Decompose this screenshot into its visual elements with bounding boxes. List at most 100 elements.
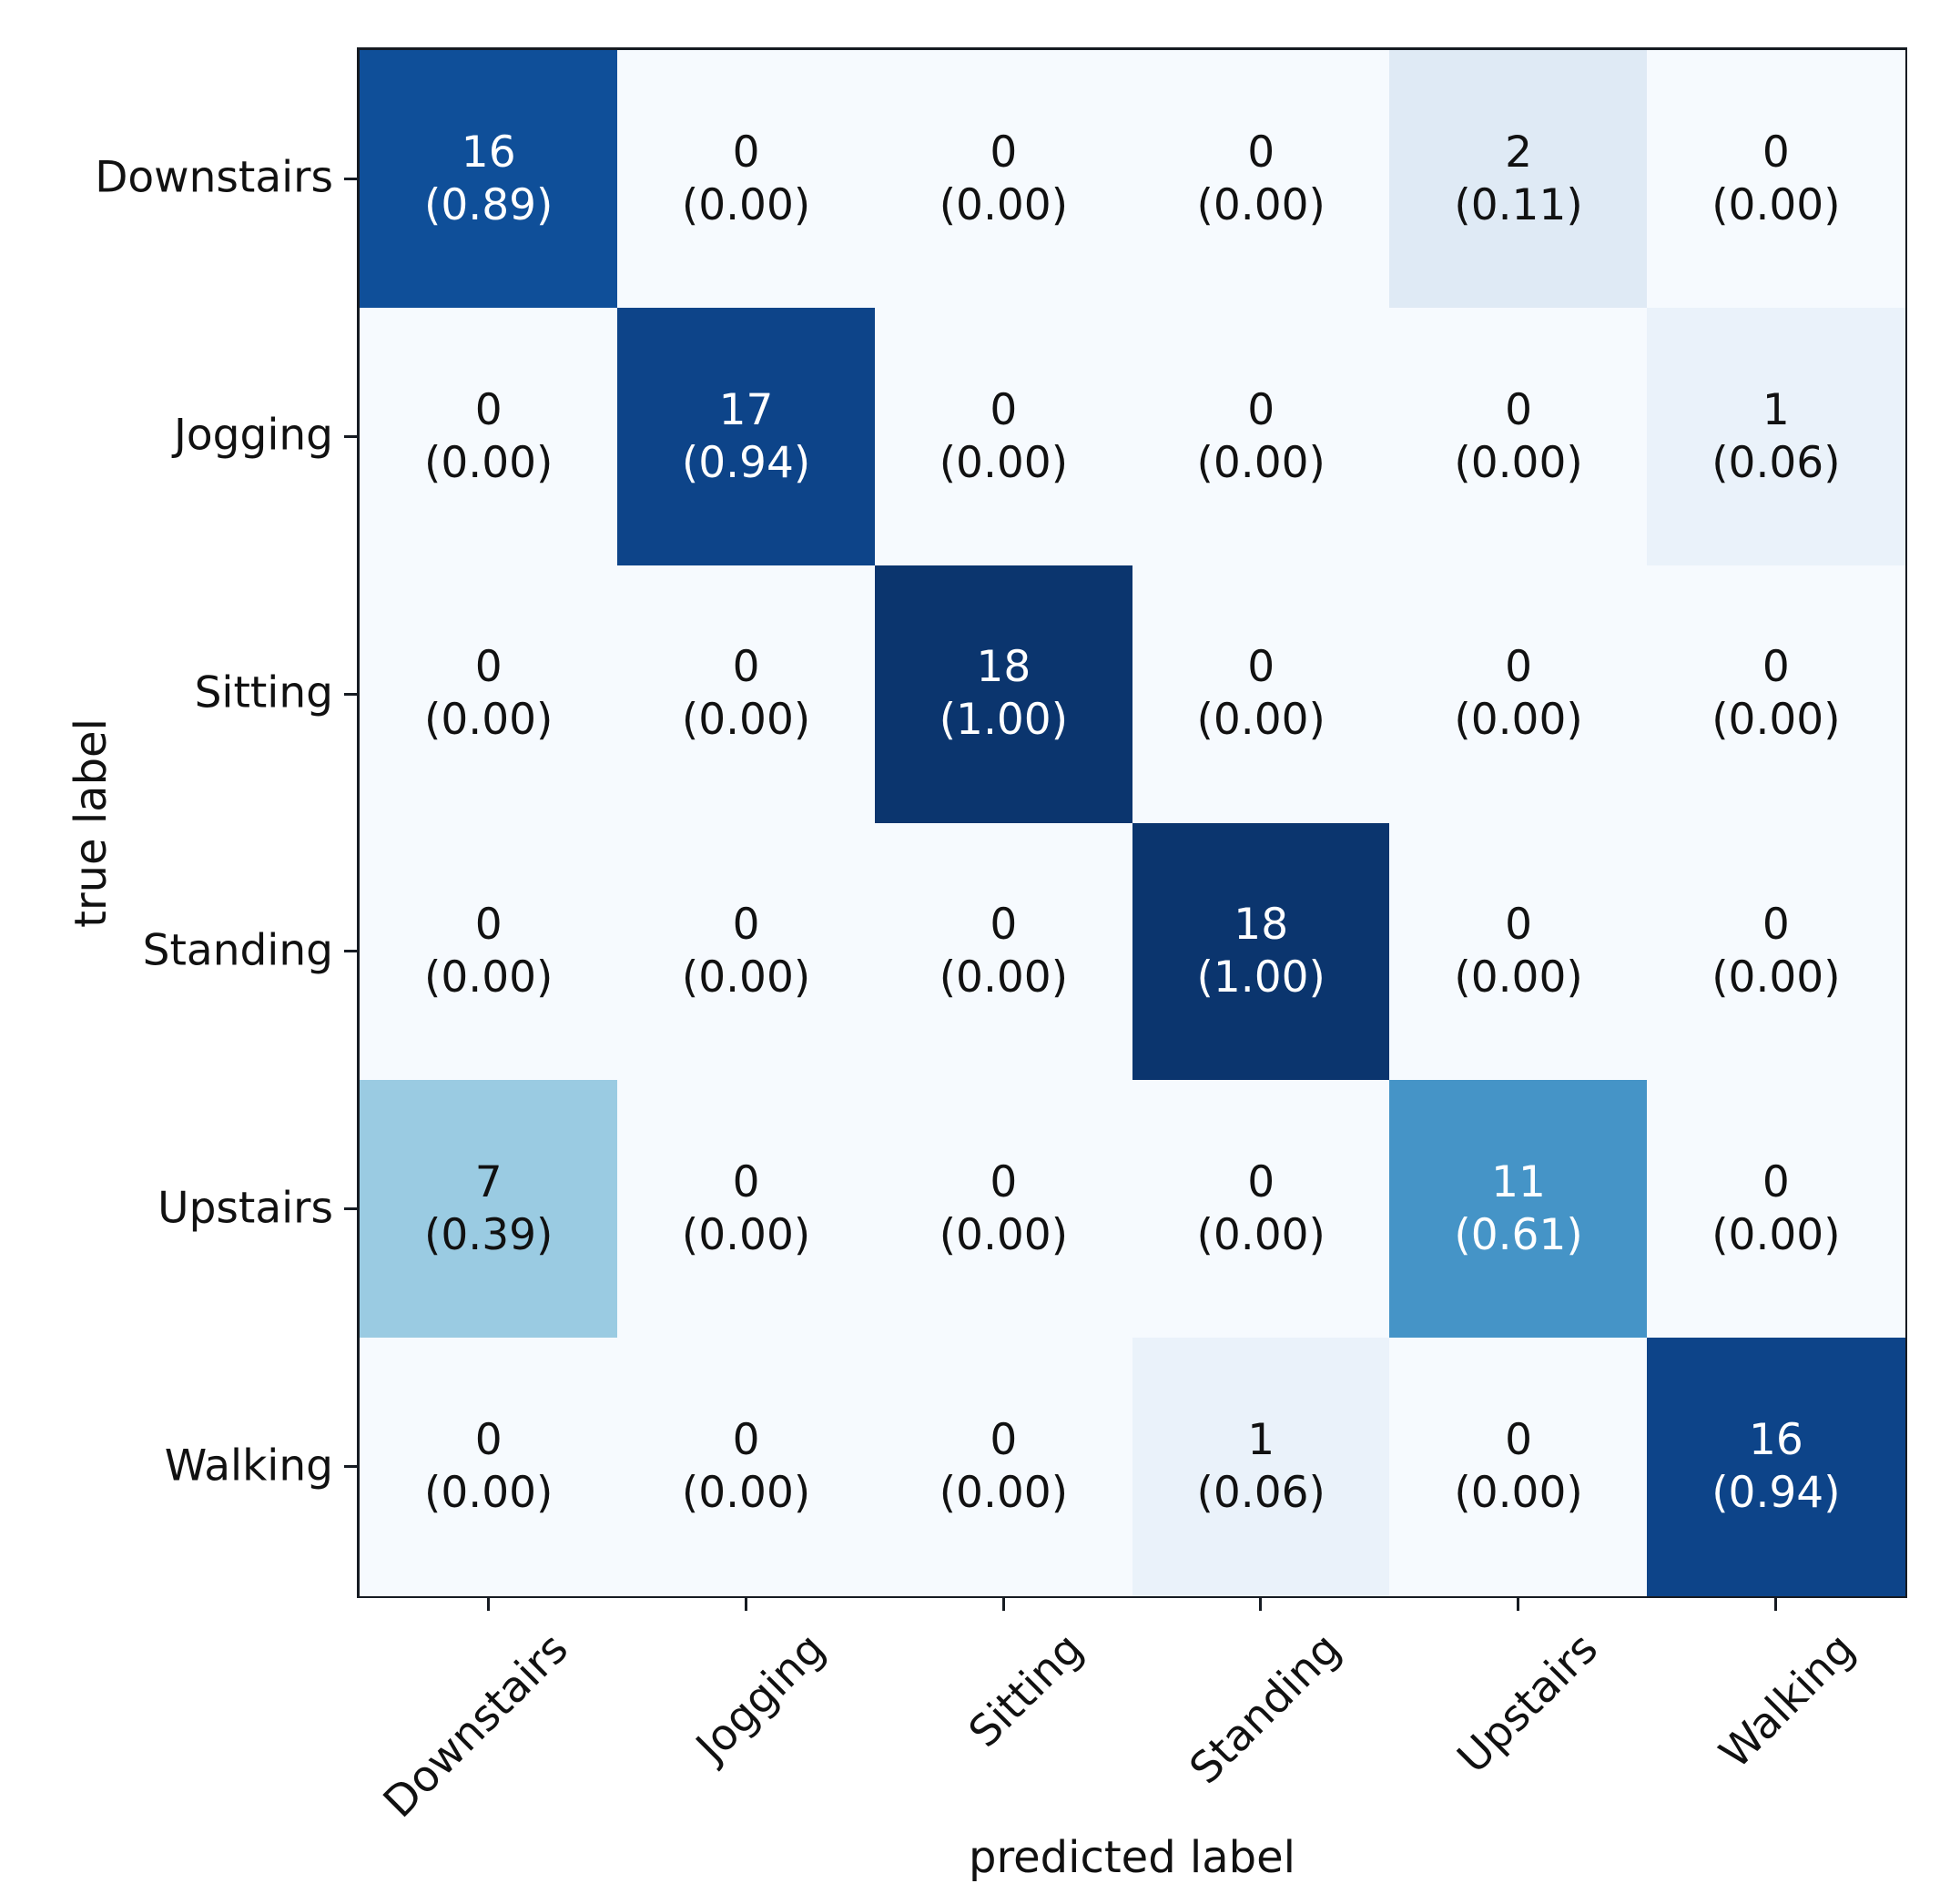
cell-count: 16	[1748, 1414, 1803, 1465]
cell-upstairs-walking: 0 (0.00)	[1647, 1080, 1905, 1339]
y-tick-label-sitting: Sitting	[194, 667, 333, 718]
cell-walking-jogging: 0 (0.00)	[616, 1338, 876, 1596]
cell-proportion: (0.00)	[1196, 179, 1325, 230]
cell-upstairs-downstairs: 7 (0.39)	[360, 1080, 618, 1339]
cell-proportion: (0.00)	[1454, 1467, 1583, 1518]
x-tick-mark	[1517, 1598, 1520, 1611]
y-tick-mark	[344, 177, 357, 180]
cell-count: 0	[474, 642, 503, 693]
cell-proportion: (1.00)	[939, 695, 1069, 746]
cell-count: 7	[474, 1157, 503, 1208]
cell-proportion: (0.89)	[424, 179, 554, 230]
cell-proportion: (0.00)	[1196, 695, 1325, 746]
cell-proportion: (1.00)	[1196, 952, 1325, 1003]
cell-sitting-downstairs: 0 (0.00)	[360, 565, 618, 824]
cell-proportion: (0.94)	[1711, 1467, 1841, 1518]
cell-proportion: (0.00)	[939, 179, 1069, 230]
cell-count: 1	[1247, 1414, 1275, 1465]
x-axis-title: predicted label	[968, 1832, 1296, 1883]
cell-walking-downstairs: 0 (0.00)	[360, 1338, 618, 1596]
cell-downstairs-downstairs: 16 (0.89)	[360, 50, 618, 309]
cell-count: 0	[474, 900, 503, 951]
cell-proportion: (0.00)	[681, 179, 811, 230]
cell-count: 0	[990, 1157, 1018, 1208]
cell-proportion: (0.00)	[939, 1210, 1069, 1261]
cell-proportion: (0.00)	[681, 952, 811, 1003]
cell-proportion: (0.00)	[939, 952, 1069, 1003]
cell-count: 0	[732, 900, 760, 951]
cell-count: 0	[990, 1414, 1018, 1465]
cell-count: 0	[1247, 127, 1275, 178]
y-tick-mark	[344, 950, 357, 953]
cell-proportion: (0.00)	[681, 695, 811, 746]
x-tick-mark	[744, 1598, 747, 1611]
cell-jogging-downstairs: 0 (0.00)	[360, 307, 618, 566]
x-tick-mark	[1259, 1598, 1263, 1611]
cell-count: 0	[1762, 642, 1790, 693]
cell-proportion: (0.00)	[939, 1467, 1069, 1518]
cell-walking-standing: 1 (0.06)	[1132, 1338, 1390, 1596]
cell-proportion: (0.00)	[424, 695, 554, 746]
cell-upstairs-standing: 0 (0.00)	[1132, 1080, 1390, 1339]
cell-proportion: (0.06)	[1196, 1467, 1325, 1518]
cell-proportion: (0.00)	[1196, 1210, 1325, 1261]
cell-proportion: (0.00)	[424, 437, 554, 488]
cell-count: 0	[1505, 642, 1532, 693]
cell-count: 0	[732, 642, 760, 693]
cell-proportion: (0.39)	[424, 1210, 554, 1261]
cell-proportion: (0.00)	[1711, 695, 1841, 746]
cell-count: 0	[1762, 900, 1790, 951]
cell-downstairs-sitting: 0 (0.00)	[874, 50, 1133, 309]
x-tick-label-jogging: Jogging	[686, 1624, 836, 1772]
x-tick-label-downstairs: Downstairs	[373, 1624, 578, 1828]
y-tick-label-downstairs: Downstairs	[95, 152, 333, 203]
cell-count: 0	[1762, 1157, 1790, 1208]
x-tick-mark	[486, 1598, 490, 1611]
cell-count: 2	[1505, 127, 1532, 178]
cell-walking-upstairs: 0 (0.00)	[1389, 1338, 1648, 1596]
x-tick-label-walking: Walking	[1710, 1624, 1865, 1779]
y-tick-mark	[344, 434, 357, 438]
y-tick-label-jogging: Jogging	[174, 410, 333, 461]
x-tick-label-upstairs: Upstairs	[1447, 1624, 1608, 1784]
cell-count: 16	[461, 127, 516, 178]
cell-proportion: (0.00)	[424, 952, 554, 1003]
cell-jogging-walking: 1 (0.06)	[1647, 307, 1905, 566]
y-axis-title: true label	[66, 718, 117, 928]
cell-count: 0	[1247, 642, 1275, 693]
cell-proportion: (0.06)	[1711, 437, 1841, 488]
cell-sitting-walking: 0 (0.00)	[1647, 565, 1905, 824]
cell-jogging-standing: 0 (0.00)	[1132, 307, 1390, 566]
cell-standing-downstairs: 0 (0.00)	[360, 822, 618, 1081]
cell-downstairs-standing: 0 (0.00)	[1132, 50, 1390, 309]
cell-sitting-upstairs: 0 (0.00)	[1389, 565, 1648, 824]
cell-proportion: (0.00)	[1196, 437, 1325, 488]
cell-walking-walking: 16 (0.94)	[1647, 1338, 1905, 1596]
cell-count: 0	[1505, 900, 1532, 951]
cell-standing-standing: 18 (1.00)	[1132, 822, 1390, 1081]
cell-downstairs-walking: 0 (0.00)	[1647, 50, 1905, 309]
cell-count: 0	[990, 384, 1018, 435]
cell-count: 0	[1505, 384, 1532, 435]
cell-jogging-jogging: 17 (0.94)	[616, 307, 876, 566]
cell-count: 0	[474, 384, 503, 435]
cell-count: 0	[990, 127, 1018, 178]
cell-proportion: (0.00)	[939, 437, 1069, 488]
cell-count: 0	[732, 1414, 760, 1465]
cell-proportion: (0.00)	[1454, 695, 1583, 746]
x-tick-mark	[1774, 1598, 1778, 1611]
x-tick-label-standing: Standing	[1180, 1624, 1350, 1795]
cell-proportion: (0.61)	[1454, 1210, 1583, 1261]
cell-count: 1	[1762, 384, 1790, 435]
y-tick-mark	[344, 1207, 357, 1211]
cell-count: 18	[976, 642, 1031, 693]
cell-proportion: (0.00)	[681, 1467, 811, 1518]
axes: 16 (0.89) 0 (0.00) 0 (0.00) 0 (0.00) 2 (0.11) 0 (0.…	[357, 47, 1907, 1598]
cell-proportion: (0.00)	[424, 1467, 554, 1518]
x-tick-mark	[1001, 1598, 1005, 1611]
cell-standing-walking: 0 (0.00)	[1647, 822, 1905, 1081]
cell-proportion: (0.11)	[1454, 179, 1583, 230]
cell-upstairs-jogging: 0 (0.00)	[616, 1080, 876, 1339]
cell-upstairs-sitting: 0 (0.00)	[874, 1080, 1133, 1339]
